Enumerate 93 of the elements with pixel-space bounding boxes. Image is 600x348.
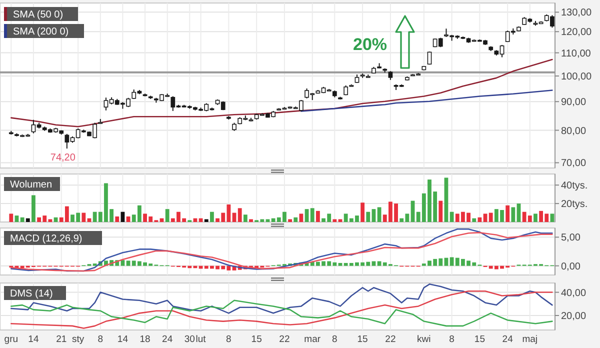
x-tick-label: mar — [304, 334, 321, 345]
legend-label: SMA (50 0) — [13, 10, 64, 20]
y-tick-label: 90,00 — [561, 97, 586, 108]
bar — [488, 212, 493, 222]
line-series — [10, 58, 553, 128]
bar — [249, 219, 253, 222]
x-tick-label: 8 — [226, 334, 232, 345]
x-tick-label: 18 — [140, 334, 150, 345]
bar — [372, 209, 376, 222]
bar — [360, 202, 365, 222]
bar — [550, 214, 554, 222]
bar — [198, 218, 203, 222]
y-tick-label: 70,00 — [561, 158, 586, 170]
x-tick-label: 14 — [117, 334, 128, 345]
x-tick-label: 8 — [449, 334, 454, 345]
text: DMS (14) — [10, 288, 53, 300]
legend-label: SMA (200 0) — [13, 26, 69, 38]
x-tick-label: 24 — [162, 334, 173, 345]
bar — [126, 260, 130, 266]
y-tick-label: 130,00 — [561, 8, 592, 19]
bar — [516, 204, 521, 222]
bar — [210, 212, 214, 222]
bar — [310, 208, 314, 222]
y-tick-label: 40,00 — [561, 288, 586, 299]
y-tick-label: 110,00 — [561, 48, 592, 60]
y-tick-label: 100,00 — [561, 71, 592, 82]
bar — [478, 217, 482, 222]
bar — [472, 218, 476, 222]
bar — [115, 216, 120, 222]
bar — [444, 258, 448, 266]
y-tick-label: 20tys. — [561, 199, 588, 210]
x-tick-label: 21 — [56, 334, 67, 345]
text: MACD (12,26,9) — [10, 234, 82, 244]
bar — [20, 217, 24, 222]
bar — [165, 209, 170, 222]
bar — [534, 214, 538, 222]
candlestick — [427, 51, 432, 66]
y-tick-label: 120,00 — [561, 27, 592, 38]
x-tick-label: 15 — [357, 334, 368, 345]
x-tick-label: 8 — [98, 334, 104, 345]
x-tick-label: sty — [72, 334, 84, 345]
bar — [82, 212, 86, 222]
line-series — [10, 300, 553, 327]
x-tick-label: 14 — [28, 334, 39, 345]
y-tick-label: 20,00 — [561, 310, 586, 322]
bar — [338, 219, 342, 222]
bar — [14, 216, 19, 222]
bar — [9, 214, 14, 222]
x-tick-label: lut — [196, 334, 206, 345]
bar — [304, 209, 309, 222]
bar — [316, 210, 320, 222]
x-tick-label: maj — [522, 334, 538, 345]
x-tick-label: 15 — [251, 334, 262, 345]
bar — [338, 262, 342, 266]
x-tick-label: 22 — [279, 334, 290, 345]
bar — [377, 261, 382, 266]
x-tick-label: 8 — [332, 334, 338, 345]
line-series — [300, 90, 553, 112]
y-tick-label: 0,00 — [561, 261, 581, 272]
y-tick-label: 5,00 — [561, 232, 581, 244]
bar — [366, 212, 370, 222]
y-tick-label: 80,00 — [561, 126, 586, 137]
bar — [438, 200, 443, 222]
line-series — [10, 290, 553, 329]
y-tick-label: 40tys. — [561, 180, 588, 192]
bar — [444, 178, 448, 222]
bar — [204, 219, 208, 222]
bar — [243, 214, 248, 222]
bar — [32, 195, 36, 222]
bar — [120, 260, 125, 266]
bar — [266, 219, 270, 222]
bar — [483, 214, 488, 222]
bar — [332, 219, 337, 222]
x-tick-label: 22 — [385, 334, 396, 345]
text: Wolumen — [10, 180, 52, 190]
x-tick-label: 30 — [184, 334, 195, 345]
line-series — [10, 284, 553, 314]
bar — [299, 214, 304, 222]
annotation: 74,20 — [50, 152, 76, 164]
bar — [450, 212, 454, 222]
bar — [26, 218, 30, 222]
bar — [288, 219, 292, 222]
bar — [294, 217, 298, 222]
bar — [511, 207, 516, 222]
x-tick-label: kwi — [417, 334, 431, 345]
x-tick-label: gru — [4, 334, 18, 345]
bar — [238, 208, 242, 222]
bar — [372, 261, 376, 266]
x-tick-label: 24 — [502, 334, 513, 345]
bar — [377, 207, 382, 222]
annotation: 20% — [352, 35, 388, 54]
bar — [506, 205, 510, 222]
x-tick-label: 15 — [474, 334, 485, 345]
